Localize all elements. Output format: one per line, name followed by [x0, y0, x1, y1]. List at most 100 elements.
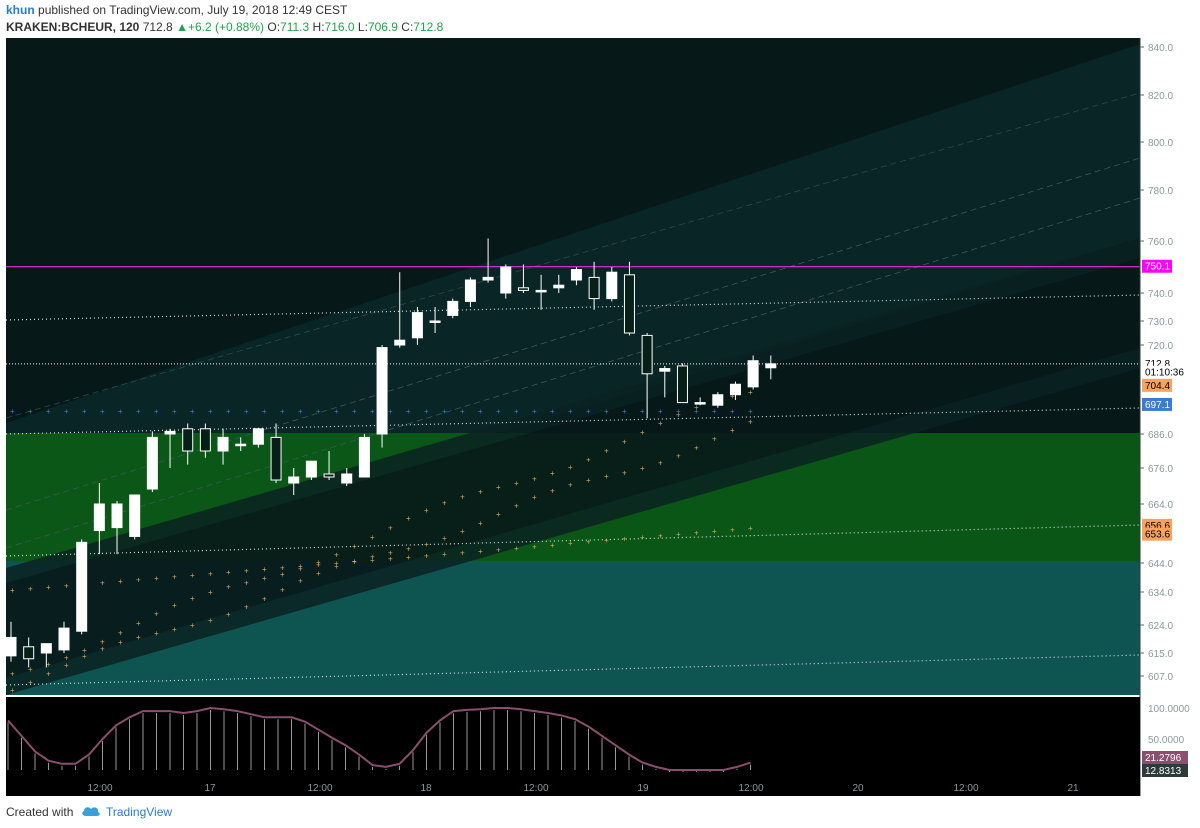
orange-dot: +	[460, 527, 465, 536]
orange-dot: +	[406, 553, 411, 562]
blue-dot: +	[28, 407, 33, 416]
time-tick-label: 19	[637, 783, 649, 794]
candle-body	[429, 320, 441, 323]
stoch-tick-label: 50.0000	[1148, 735, 1185, 746]
orange-dot: +	[190, 594, 195, 603]
orange-dot: +	[208, 569, 213, 578]
orange-dot: +	[10, 669, 15, 678]
blue-dot: +	[64, 407, 69, 416]
low-value: 706.9	[367, 20, 398, 34]
candle-body	[5, 636, 17, 657]
candle-body	[394, 339, 406, 346]
candle-body	[252, 428, 264, 445]
open-value: 711.3	[280, 20, 310, 34]
orange-dot: +	[334, 559, 339, 568]
price-tick-label: 676.0	[1148, 464, 1173, 475]
candle-body	[606, 271, 618, 300]
blue-dot: +	[136, 407, 141, 416]
candle-body	[500, 266, 512, 294]
orange-dot: +	[676, 410, 681, 419]
candle-body	[641, 334, 653, 375]
blue-dot: +	[334, 407, 339, 416]
stoch-badge	[1142, 751, 1188, 764]
blue-dot: +	[604, 407, 609, 416]
price-tick-label: 644.0	[1148, 559, 1173, 570]
orange-dot: +	[694, 529, 699, 538]
time-tick-label: 21	[1067, 783, 1079, 794]
price-badge-label: 697.1	[1145, 400, 1170, 411]
blue-dot: +	[244, 407, 249, 416]
orange-dot: +	[10, 586, 15, 595]
candle-body	[129, 494, 141, 537]
price-badge	[1142, 397, 1172, 411]
candle-body	[111, 503, 123, 529]
orange-dot: +	[658, 532, 663, 541]
orange-dot: +	[550, 486, 555, 495]
price-badge-label: 712.8	[1145, 359, 1170, 370]
orange-dot: +	[658, 458, 663, 467]
price-tick-label: 780.0	[1148, 186, 1173, 197]
blue-dot: +	[640, 407, 645, 416]
footer: Created with TradingView	[0, 796, 1200, 828]
publish-info: published on TradingView.com, July 19, 2…	[38, 3, 348, 17]
time-axis[interactable]: 12:00 17 12:00 18 12:00 19 12:00 20 12:00 21	[87, 783, 1079, 794]
orange-dot: +	[100, 645, 105, 654]
price-tick-label: 664.0	[1148, 500, 1173, 511]
orange-dot: +	[406, 514, 411, 523]
orange-dot: +	[514, 544, 519, 553]
tradingview-link[interactable]: TradingView	[106, 805, 173, 819]
blue-dot: +	[226, 407, 231, 416]
orange-dot: +	[100, 578, 105, 587]
orange-dot: +	[388, 549, 393, 558]
orange-dot: +	[568, 539, 573, 548]
price-badge	[1142, 527, 1172, 541]
orange-dot: +	[568, 481, 573, 490]
price-badge-label: 750.1	[1145, 262, 1170, 273]
orange-dot: +	[388, 554, 393, 563]
orange-dot: +	[496, 483, 501, 492]
orange-dot: +	[748, 524, 753, 533]
blue-dot: +	[352, 407, 357, 416]
candle-body	[93, 503, 105, 532]
orange-dot: +	[316, 569, 321, 578]
time-tick-label: 12:00	[953, 783, 978, 794]
candle-body	[217, 436, 229, 452]
candle-body	[288, 476, 300, 484]
orange-dot: +	[226, 583, 231, 592]
blue-dot: +	[118, 407, 123, 416]
candle-body	[747, 360, 759, 388]
orange-dot: +	[172, 625, 177, 634]
price-chart[interactable]: + + + + + + + + + + + + + + + + + + + + + + + + + + + + + + + + + + + + + + + +…	[0, 38, 1200, 796]
orange-dot: +	[424, 540, 429, 549]
orange-dot: +	[730, 392, 735, 401]
orange-dot: +	[316, 560, 321, 569]
orange-dot: +	[28, 584, 33, 593]
symbol-label[interactable]: KRAKEN:BCHEUR, 120	[6, 20, 140, 34]
candle-body	[305, 460, 317, 478]
orange-dot: +	[532, 475, 537, 484]
price-tick-label: 840.0	[1148, 43, 1173, 54]
stoch-badge-label: 12.8313	[1145, 766, 1182, 777]
candle-body	[553, 284, 565, 289]
blue-dot: +	[46, 407, 51, 416]
orange-dot: +	[604, 536, 609, 545]
price-axis[interactable]: 607.0 615.0 624.0 634.0 644.0 664.0 676.0 686.0…	[1140, 43, 1173, 683]
blue-dot: +	[154, 407, 159, 416]
candle-body	[517, 287, 529, 291]
close-label: C:	[401, 20, 414, 34]
candle-body	[146, 436, 158, 490]
orange-dot: +	[550, 469, 555, 478]
orange-dot: +	[532, 542, 537, 551]
orange-dot: +	[10, 686, 15, 695]
orange-dot: +	[190, 571, 195, 580]
author-link[interactable]: khun	[6, 3, 35, 17]
orange-dot: +	[226, 568, 231, 577]
candle-body	[535, 289, 547, 293]
orange-dot: +	[46, 660, 51, 669]
orange-dot: +	[388, 523, 393, 532]
orange-dot: +	[640, 428, 645, 437]
orange-dot: +	[136, 633, 141, 642]
high-value: 716.0	[324, 20, 355, 34]
price-tick-label: 607.0	[1148, 672, 1173, 683]
price-tick-label: 624.0	[1148, 621, 1173, 632]
